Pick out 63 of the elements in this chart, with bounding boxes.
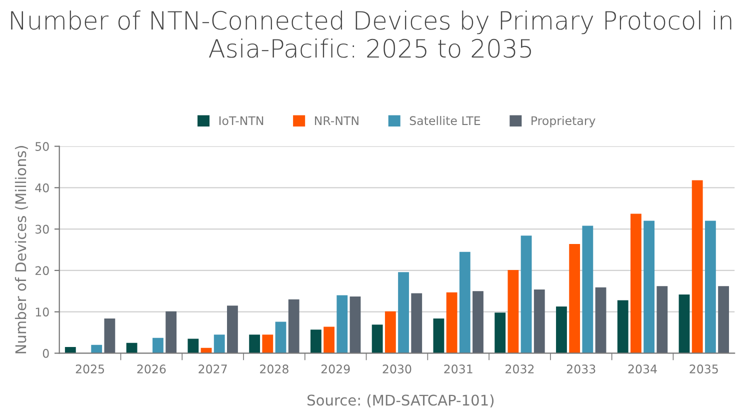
- bar: [372, 324, 383, 354]
- bar: [459, 252, 470, 354]
- bar: [595, 287, 606, 354]
- legend-label: Satellite LTE: [410, 116, 480, 126]
- bar: [227, 306, 238, 354]
- bar: [91, 344, 102, 354]
- bar: [398, 272, 409, 354]
- bar: [644, 220, 655, 354]
- y-tick-label: 10: [36, 308, 49, 316]
- x-tick-label: 2035: [690, 364, 718, 374]
- bar: [214, 334, 225, 354]
- bar: [520, 236, 532, 354]
- y-tick-label: 50: [36, 142, 49, 151]
- x-tick-label: 2033: [566, 364, 596, 374]
- x-tick-label: 2030: [382, 364, 412, 374]
- bar: [446, 292, 458, 354]
- bar: [384, 311, 396, 354]
- bar: [692, 180, 703, 354]
- x-tick-label: 2032: [506, 364, 534, 374]
- bar: [336, 295, 348, 354]
- x-tick-label: 2026: [137, 364, 166, 374]
- x-tick-label: 2027: [198, 364, 227, 374]
- bar: [350, 296, 361, 354]
- bar: [617, 300, 628, 354]
- bar: [508, 270, 519, 354]
- source-note: Source: (MD-SATCAP-101): [308, 394, 494, 408]
- x-tick-label: 2029: [321, 364, 350, 374]
- bar: [472, 291, 484, 354]
- y-tick-label: 20: [35, 266, 49, 276]
- bar: [569, 244, 580, 354]
- bar: [433, 318, 444, 354]
- legend-label: Proprietary: [532, 116, 596, 128]
- bar: [494, 312, 506, 354]
- legend-label: IoT-NTN: [219, 116, 264, 126]
- bar: [678, 294, 690, 354]
- bar: [704, 220, 716, 354]
- bar: [310, 330, 322, 354]
- bar: [275, 322, 286, 354]
- legend-label: NR-NTN: [314, 116, 358, 125]
- bar: [249, 334, 260, 354]
- y-tick-label: 30: [36, 224, 49, 234]
- y-tick-label: 0: [42, 348, 49, 358]
- x-tick-label: 2025: [76, 364, 104, 374]
- bar: [534, 289, 545, 354]
- x-tick-label: 2034: [628, 364, 657, 374]
- bar: [582, 226, 594, 354]
- chart-title: Number of NTN-Connected Devices by Primary Protocol in Asia-Pacific: 2025 to 2035: [11, 10, 732, 58]
- bar: [152, 338, 164, 354]
- bar: [104, 318, 116, 354]
- bar: [262, 334, 274, 354]
- bar: [188, 338, 199, 354]
- y-tick-label: 40: [35, 183, 49, 192]
- bar: [556, 306, 567, 354]
- bar: [656, 286, 668, 354]
- bar: [630, 214, 642, 354]
- bar: [718, 286, 729, 354]
- x-tick-label: 2028: [260, 364, 288, 374]
- bar: [166, 311, 177, 354]
- x-tick-label: 2031: [444, 364, 472, 374]
- y-axis-title: Number of Devices (Millions): [14, 146, 28, 354]
- bar: [324, 326, 334, 354]
- bar: [411, 293, 422, 354]
- bar: [288, 299, 300, 354]
